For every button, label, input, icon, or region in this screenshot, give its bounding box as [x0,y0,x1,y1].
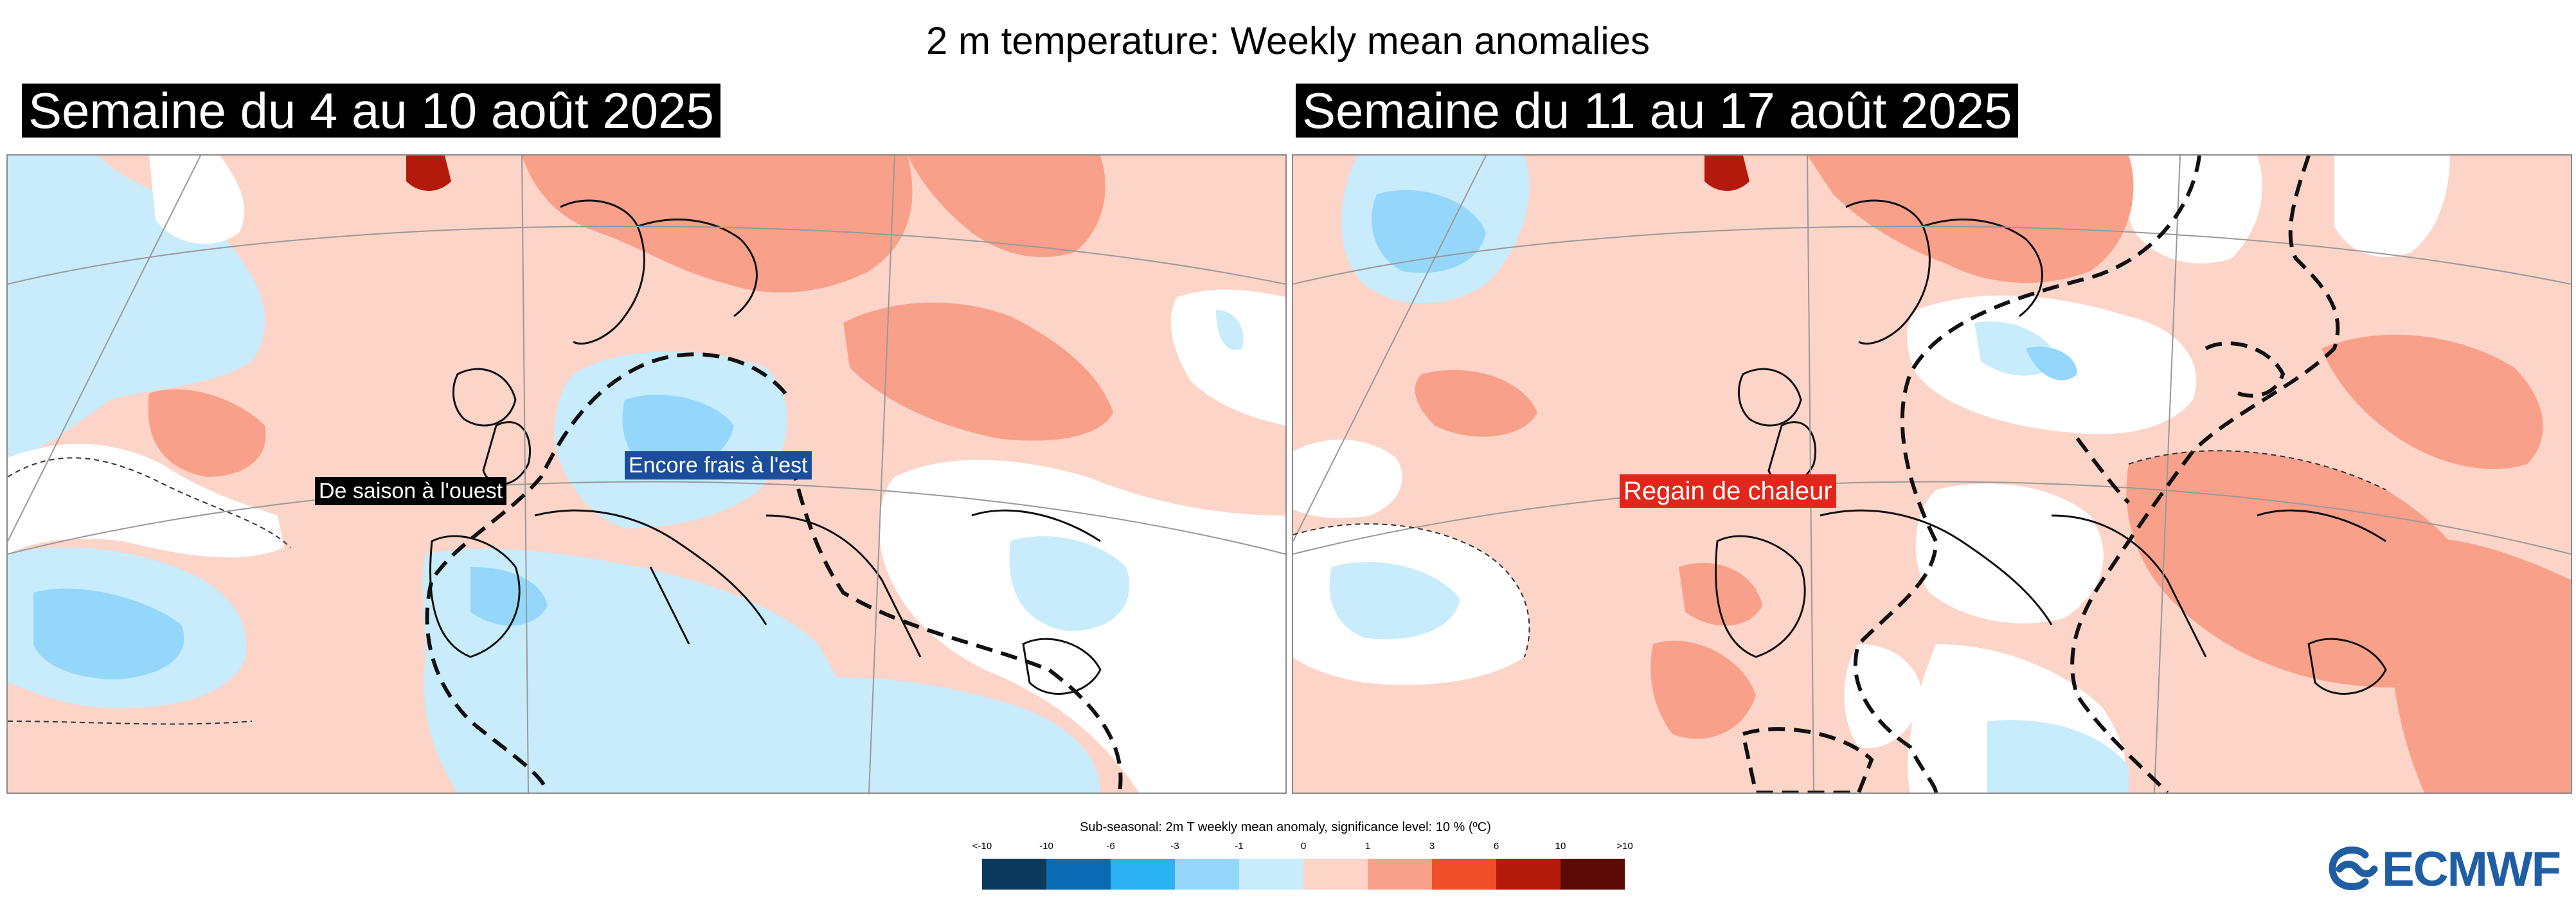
colorbar-cell [1111,859,1175,890]
map-panel-week-1: De saison à l'ouest Encore frais à l'est [6,154,1287,794]
map-panel-week-2: Regain de chaleur [1292,154,2572,794]
colorbar-cell [1239,859,1303,890]
colorbar-cell [1175,859,1239,890]
colorbar-cell [1368,859,1432,890]
colorbar-cell [1432,859,1496,890]
colorbar-tick: 10 [1555,841,1566,852]
ecmwf-logo: ECMWF [2325,839,2570,899]
colorbar-tick: 3 [1429,841,1435,852]
ecmwf-logo-icon [2329,847,2378,890]
colorbar-tick: <-10 [972,841,992,852]
colorbar-title: Sub-seasonal: 2m T weekly mean anomaly, … [1080,820,1491,834]
ecmwf-logo-text: ECMWF [2382,841,2561,897]
colorbar-tick: -10 [1039,841,1053,852]
colorbar-cell [982,859,1046,890]
colorbar-cell [1046,859,1111,890]
colorbar-tick: >10 [1616,841,1633,852]
chart-title: 2 m temperature: Weekly mean anomalies [926,19,1650,62]
colorbar-tick: -6 [1106,841,1115,852]
annotation-regain-de-chaleur: Regain de chaleur [1620,474,1836,508]
panel-2-week-label: Semaine du 11 au 17 août 2025 [1296,84,2019,138]
anomaly-map-week-1 [8,156,1285,793]
colorbar-cell [1303,859,1368,890]
panel-1-week-label: Semaine du 4 au 10 août 2025 [22,84,720,138]
colorbar-tick: -3 [1170,841,1179,852]
colorbar-tick: 1 [1364,841,1371,852]
colorbar-tick: -1 [1235,841,1244,852]
colorbar-tick-labels: <-10 -10 -6 -3 -1 0 1 3 6 10 >10 [972,841,1633,856]
annotation-de-saison: De saison à l'ouest [315,477,507,505]
colorbar-cell [1496,859,1561,890]
colorbar-tick: 0 [1300,841,1307,852]
anomaly-map-week-2 [1293,156,2571,793]
colorbar-cell [1561,859,1625,890]
colorbar-tick: 6 [1493,841,1499,852]
colorbar [982,859,1625,890]
annotation-encore-frais: Encore frais à l'est [625,451,812,479]
